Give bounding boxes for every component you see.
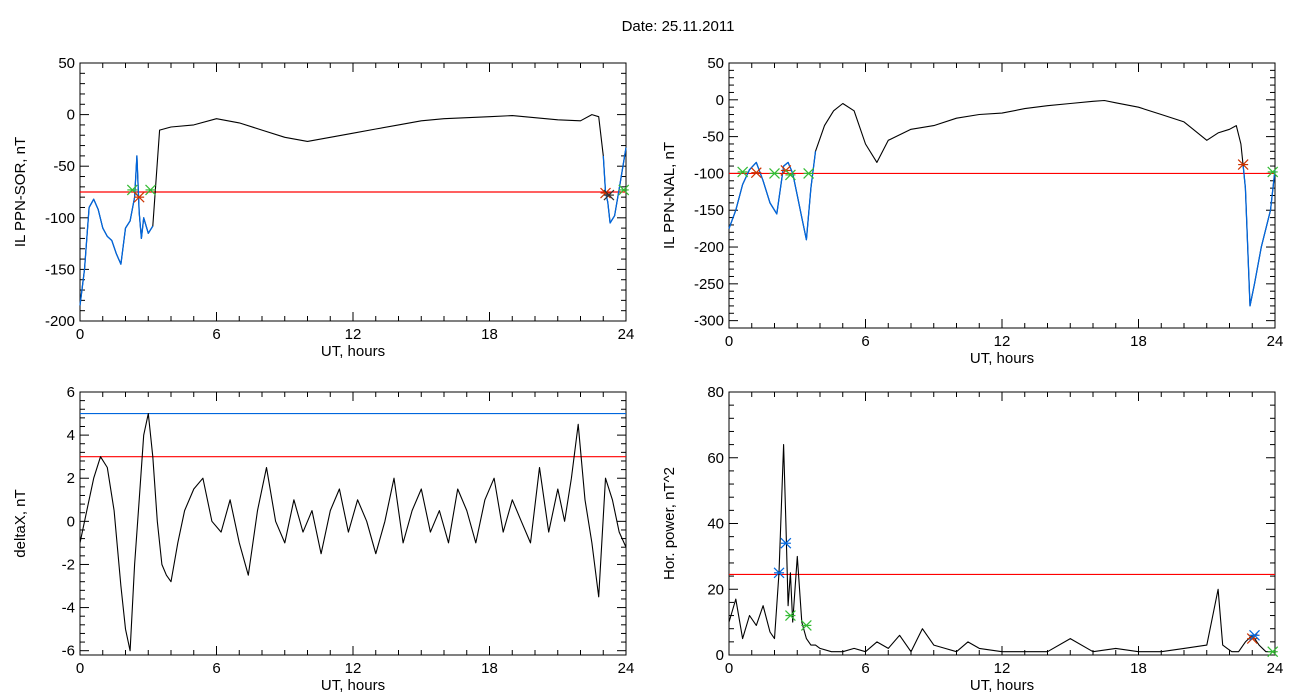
highlight-line bbox=[728, 151, 817, 241]
y-tick-label: 0 bbox=[67, 513, 75, 530]
y-tick-label: -150 bbox=[45, 261, 75, 278]
x-tick-label: 0 bbox=[76, 326, 84, 343]
y-tick-label: -200 bbox=[45, 313, 75, 330]
x-tick-label: 24 bbox=[1267, 660, 1284, 677]
series-line bbox=[79, 413, 627, 652]
figure-title: Date: 25.11.2011 bbox=[621, 18, 735, 35]
y-tick-label: -100 bbox=[694, 165, 724, 182]
plot-frame bbox=[79, 391, 627, 656]
event-marker bbox=[1267, 166, 1279, 178]
series-line bbox=[728, 444, 1275, 653]
event-marker bbox=[769, 167, 780, 179]
y-tick-label: 60 bbox=[707, 450, 724, 467]
highlight-line bbox=[1242, 166, 1276, 307]
x-tick-label: 0 bbox=[725, 333, 733, 350]
x-axis-title: UT, hours bbox=[970, 350, 1034, 367]
y-axis-title: Hor. power, nT^2 bbox=[661, 467, 678, 580]
event-marker bbox=[737, 166, 749, 178]
y-tick-label: -100 bbox=[45, 210, 75, 227]
event-marker bbox=[603, 189, 615, 201]
x-axis-title: UT, hours bbox=[321, 677, 385, 694]
y-axis-title: IL PPN-NAL, nT bbox=[661, 142, 678, 249]
y-tick-label: 2 bbox=[67, 470, 75, 487]
x-tick-label: 24 bbox=[618, 660, 635, 677]
y-tick-label: 50 bbox=[707, 55, 724, 72]
event-marker bbox=[618, 184, 630, 196]
event-marker bbox=[785, 169, 796, 181]
x-tick-label: 18 bbox=[481, 660, 498, 677]
y-tick-label: -2 bbox=[62, 556, 75, 573]
y-tick-label: -150 bbox=[694, 202, 724, 219]
chart-panel-2: 0 6 12 18 24 -300 -250 -200 -150 -100 -50 0 50 UT, ho… bbox=[661, 55, 1283, 367]
event-marker bbox=[1237, 159, 1249, 171]
y-tick-label: 0 bbox=[67, 107, 75, 124]
y-tick-label: -300 bbox=[694, 313, 724, 330]
event-marker bbox=[785, 610, 796, 621]
event-marker bbox=[600, 187, 611, 199]
y-tick-label: -250 bbox=[694, 276, 724, 293]
x-tick-label: 0 bbox=[725, 660, 733, 677]
chart-panel-4: 0 6 12 18 24 0 20 40 60 80 UT, hours Hor. power, nT… bbox=[661, 384, 1283, 694]
event-marker bbox=[780, 537, 792, 549]
event-marker bbox=[750, 167, 762, 179]
x-tick-label: 18 bbox=[1130, 333, 1147, 350]
y-tick-label: -200 bbox=[694, 239, 724, 256]
y-axis-title: IL PPN-SOR, nT bbox=[12, 137, 29, 247]
event-marker bbox=[1249, 629, 1260, 641]
event-marker bbox=[133, 191, 145, 203]
x-tick-label: 12 bbox=[994, 660, 1011, 677]
series-line bbox=[728, 99, 1276, 307]
event-marker bbox=[803, 167, 815, 179]
y-tick-label: -50 bbox=[53, 158, 75, 175]
y-tick-label: 0 bbox=[716, 92, 724, 109]
y-tick-label: -4 bbox=[62, 600, 75, 617]
y-tick-label: 80 bbox=[707, 384, 724, 401]
x-axis-title: UT, hours bbox=[321, 343, 385, 360]
x-tick-label: 12 bbox=[345, 326, 362, 343]
y-tick-label: 4 bbox=[67, 427, 75, 444]
plot-frame bbox=[728, 391, 1276, 656]
event-marker bbox=[773, 567, 785, 579]
y-axis-title: deltaX, nT bbox=[12, 489, 29, 557]
series-line bbox=[79, 114, 627, 306]
x-tick-label: 12 bbox=[345, 660, 362, 677]
y-tick-label: 20 bbox=[707, 581, 724, 598]
x-tick-label: 12 bbox=[994, 333, 1011, 350]
x-tick-label: 6 bbox=[212, 660, 220, 677]
highlight-line bbox=[79, 155, 154, 306]
x-tick-label: 6 bbox=[212, 326, 220, 343]
x-tick-label: 24 bbox=[618, 326, 635, 343]
x-axis-title: UT, hours bbox=[970, 677, 1034, 694]
highlight-line bbox=[602, 147, 627, 224]
y-tick-label: 6 bbox=[67, 384, 75, 401]
y-tick-label: 40 bbox=[707, 516, 724, 533]
y-tick-label: -50 bbox=[702, 129, 724, 146]
x-tick-label: 6 bbox=[861, 660, 869, 677]
x-tick-label: 24 bbox=[1267, 333, 1284, 350]
x-tick-label: 6 bbox=[861, 333, 869, 350]
event-marker bbox=[145, 184, 156, 196]
y-tick-label: -6 bbox=[62, 643, 75, 660]
y-tick-label: 50 bbox=[58, 55, 75, 72]
chart-panel-1: 0 6 12 18 24 -200 -150 -100 -50 0 50 UT, hours IL PP… bbox=[12, 55, 634, 360]
event-marker bbox=[800, 619, 812, 631]
y-tick-label: 0 bbox=[716, 647, 724, 664]
x-tick-label: 18 bbox=[481, 326, 498, 343]
x-tick-label: 0 bbox=[76, 660, 84, 677]
event-marker bbox=[1267, 646, 1279, 658]
x-tick-label: 18 bbox=[1130, 660, 1147, 677]
